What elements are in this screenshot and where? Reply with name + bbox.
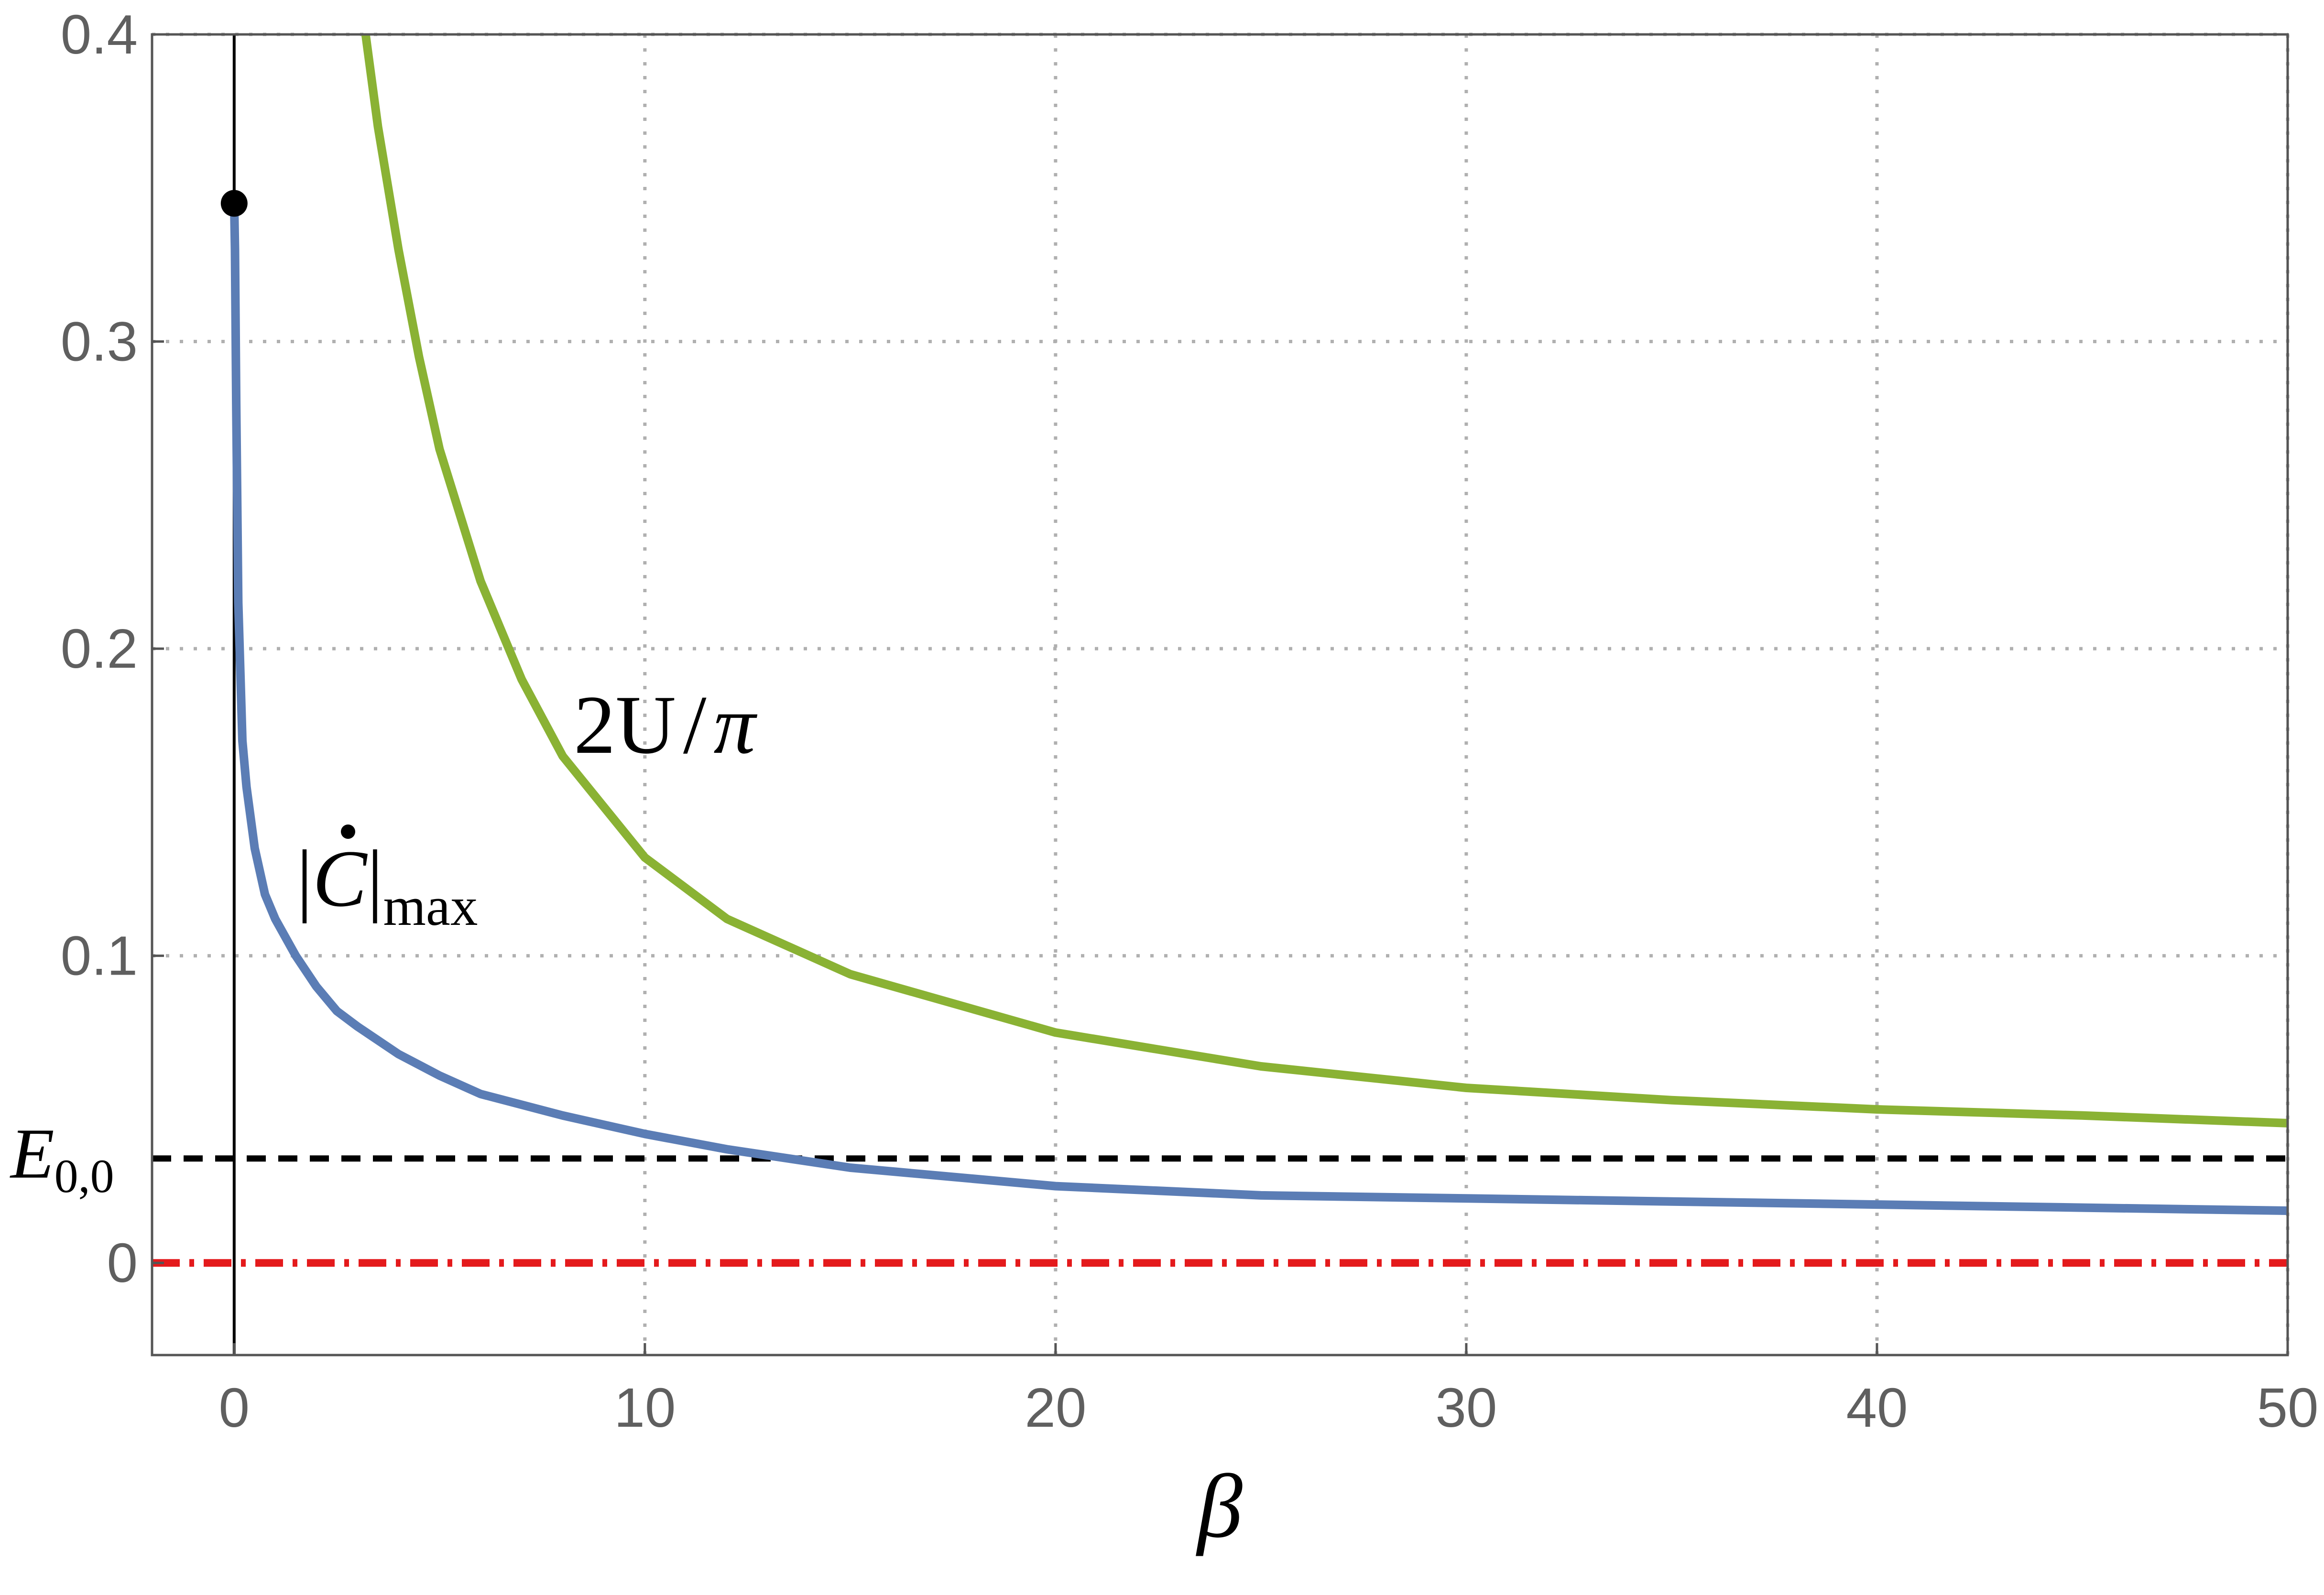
- reference-lines: [152, 34, 2288, 1355]
- y-tick-label: 0: [107, 1232, 138, 1294]
- e00-label: E0,0: [10, 1114, 114, 1203]
- x-tick-label: 10: [614, 1377, 676, 1439]
- x-tick-label: 20: [1025, 1377, 1086, 1439]
- y-tick-label: 0.4: [61, 3, 138, 65]
- u-pi: π: [714, 678, 758, 771]
- y-tick-label: 0.1: [61, 925, 138, 987]
- plot-frame: [151, 33, 2289, 1356]
- y-tick-label: 0.3: [61, 311, 138, 373]
- peak-marker: [220, 190, 248, 217]
- axes: [151, 33, 2289, 1356]
- u-slash: /: [683, 678, 707, 771]
- svg-text:|C|max: |C|max: [296, 834, 478, 937]
- series-lines: [220, 33, 2288, 1215]
- x-tick-label: 0: [219, 1377, 250, 1439]
- c-sub: max: [383, 876, 478, 937]
- c-bar-left: |: [296, 834, 313, 923]
- e00-main: E: [10, 1114, 55, 1194]
- x-axis-label: β: [1195, 1456, 1243, 1557]
- c-script: C: [313, 834, 368, 923]
- curve-u-label: 2U/π: [574, 678, 758, 771]
- curve-c-label: |C|max: [296, 825, 478, 937]
- series-line: [361, 33, 2288, 1128]
- c-bar-right: |: [367, 834, 383, 923]
- x-tick-label: 40: [1846, 1377, 1908, 1439]
- tick-labels: 0 10 20 30 40 50 0 0.1 0.2 0.3 0.4: [61, 3, 2319, 1439]
- series-line: [229, 203, 2288, 1215]
- x-tick-label: 50: [2257, 1377, 2318, 1439]
- y-tick-label: 0.2: [61, 618, 138, 680]
- c-dot-accent: [341, 825, 355, 839]
- u-text-2: 2U: [574, 678, 676, 771]
- x-tick-label: 30: [1435, 1377, 1497, 1439]
- e00-sub: 0,0: [55, 1150, 114, 1203]
